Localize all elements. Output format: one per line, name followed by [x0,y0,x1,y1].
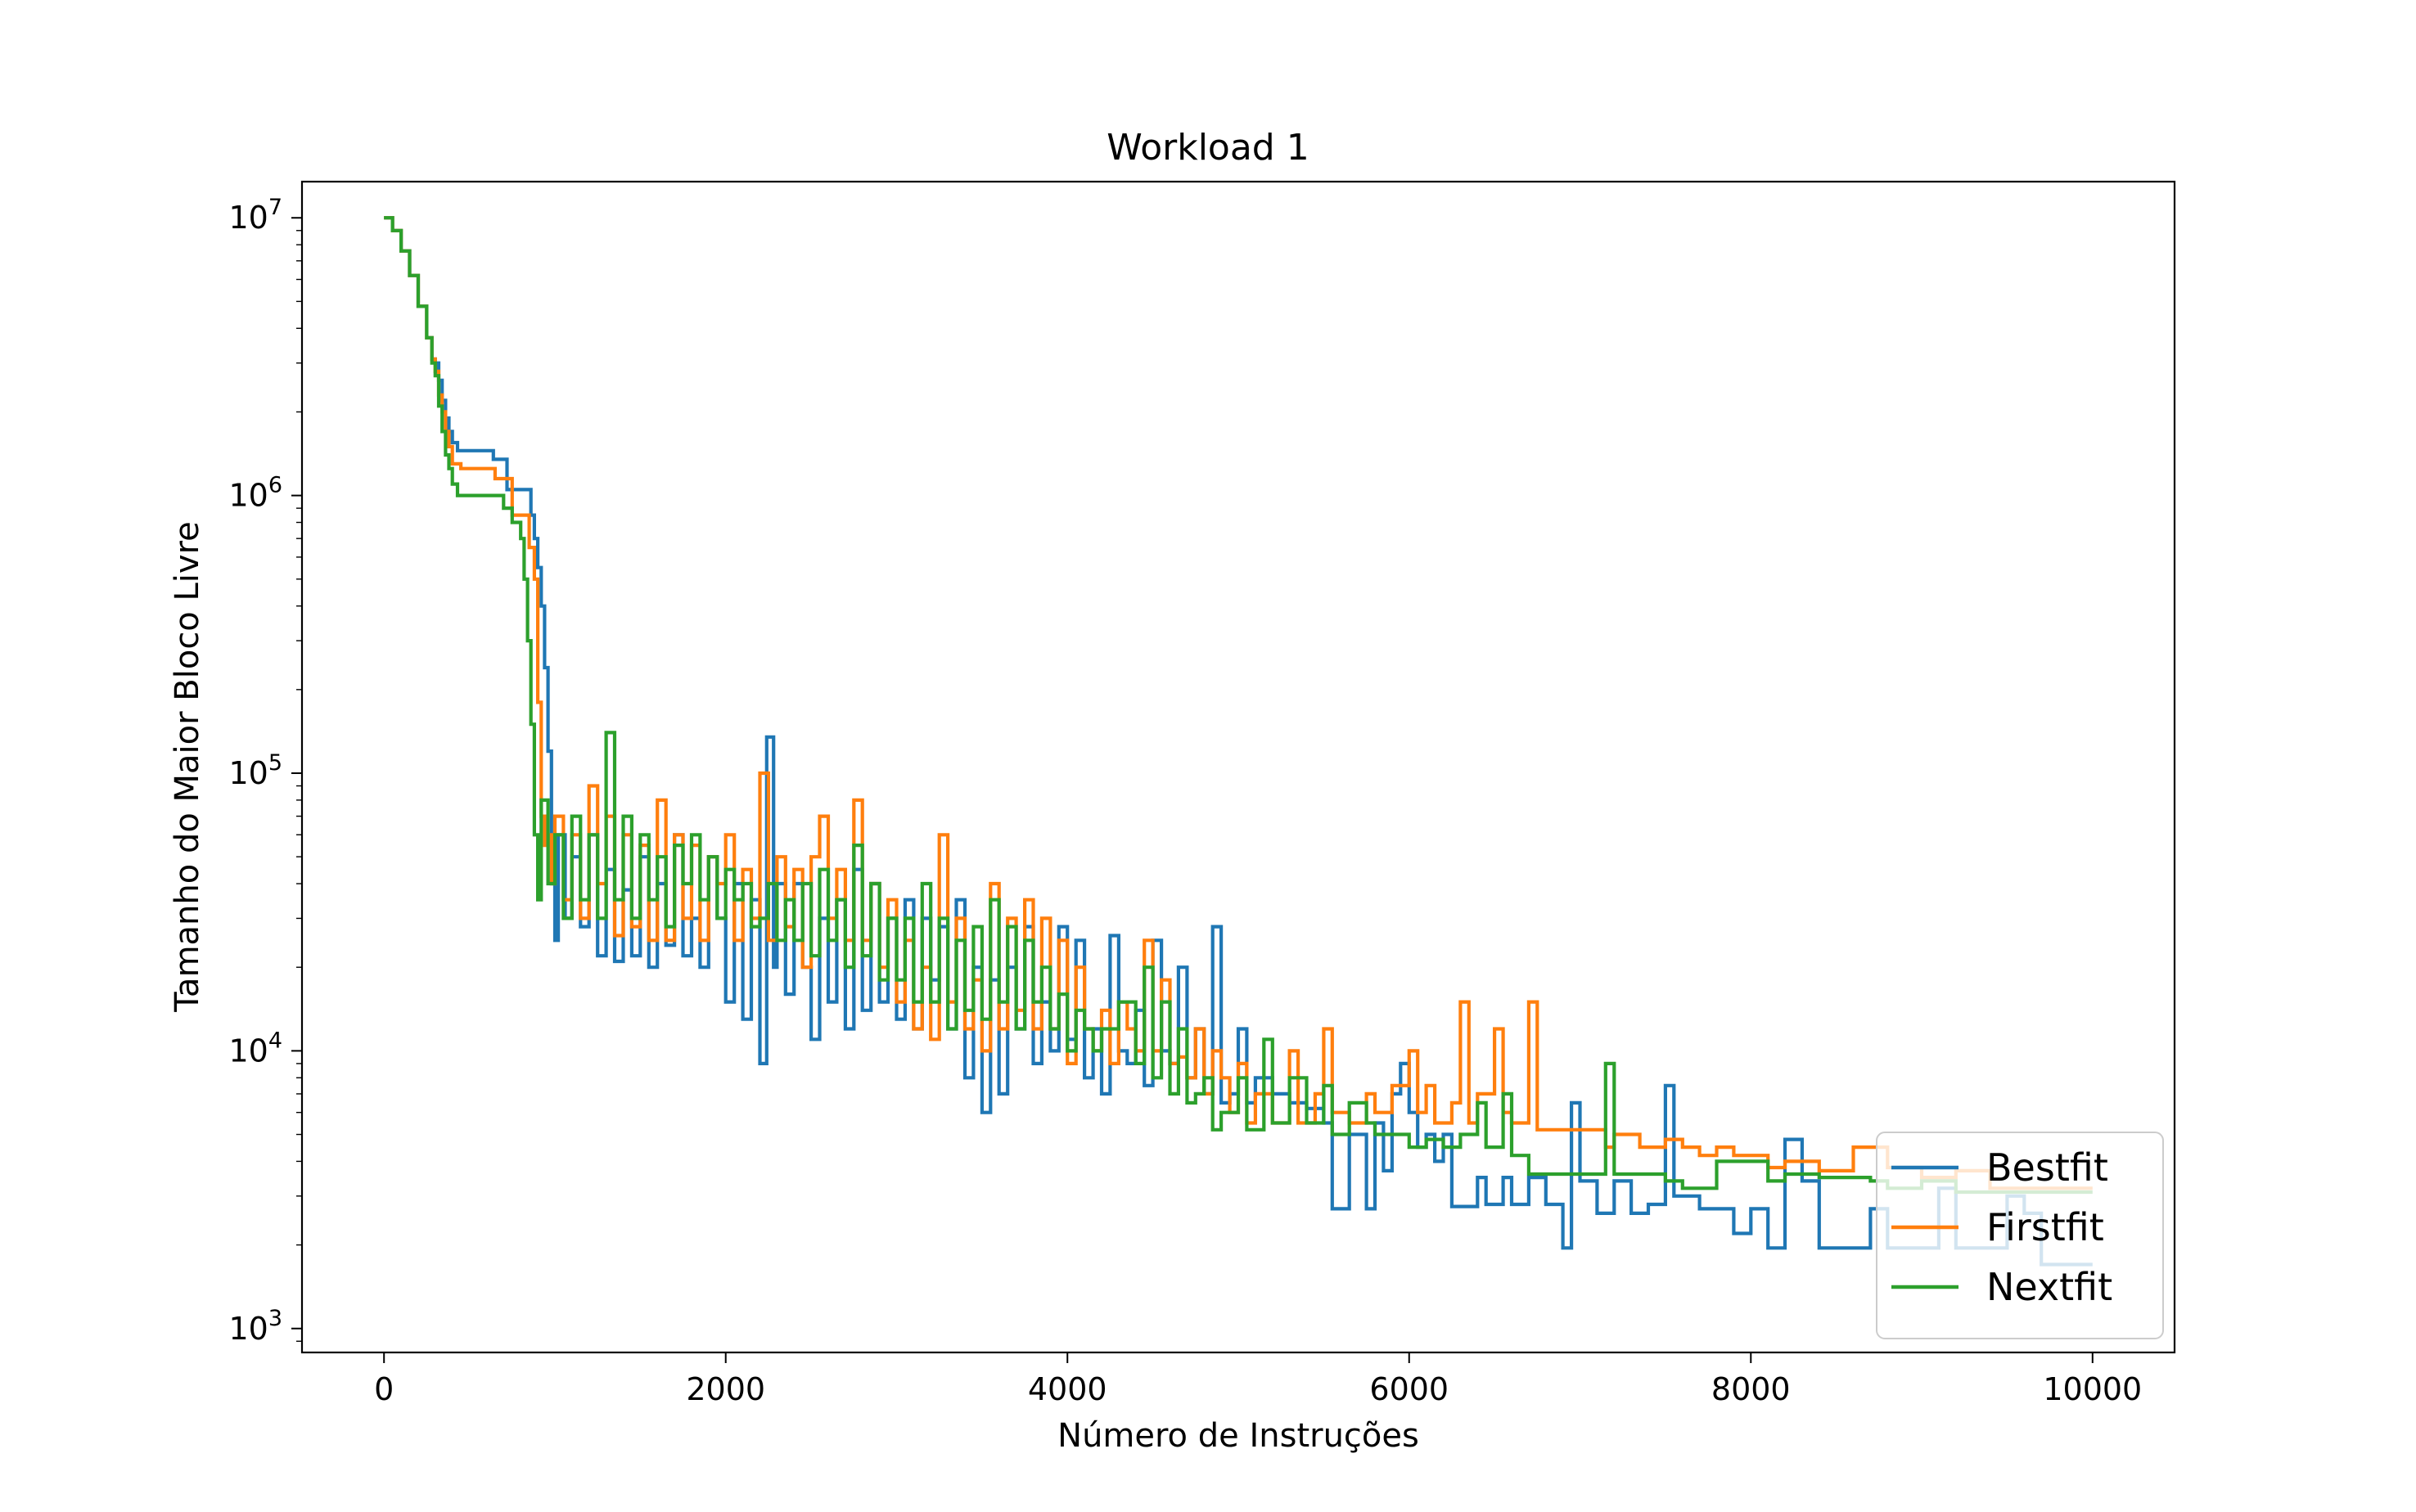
y-tick-label: 104 [228,1028,282,1069]
x-axis: 0 2000 4000 6000 8000 10000 [374,1352,2142,1407]
x-tick-label: 2000 [686,1371,765,1407]
y-tick-label: 105 [228,750,282,791]
series-layer [384,216,2093,1267]
legend-label-bestfit: Bestfit [1986,1145,2108,1190]
x-tick-label: 4000 [1028,1371,1107,1407]
legend-label-firstfit: Firstfit [1986,1205,2104,1249]
chart-title: Workload 1 [1107,127,1309,169]
y-axis-label: Tamanho do Maior Bloco Livre [169,521,206,1013]
plot-frame [300,180,2176,1354]
legend: Bestfit Firstfit Nextfit [1876,1132,2164,1339]
x-tick-label: 8000 [1711,1371,1791,1407]
y-axis: 103 104 105 106 107 [228,195,302,1347]
x-tick-label: 6000 [1369,1371,1449,1407]
series-line-nextfit [384,216,2093,1195]
x-axis-label: Número de Instruções [1057,1417,1419,1455]
y-tick-label: 106 [228,473,282,514]
y-tick-label: 103 [228,1306,282,1347]
x-tick-label: 0 [374,1371,394,1407]
y-tick-label: 107 [228,195,282,236]
legend-label-nextfit: Nextfit [1986,1265,2112,1309]
x-tick-label: 10000 [2043,1371,2142,1407]
